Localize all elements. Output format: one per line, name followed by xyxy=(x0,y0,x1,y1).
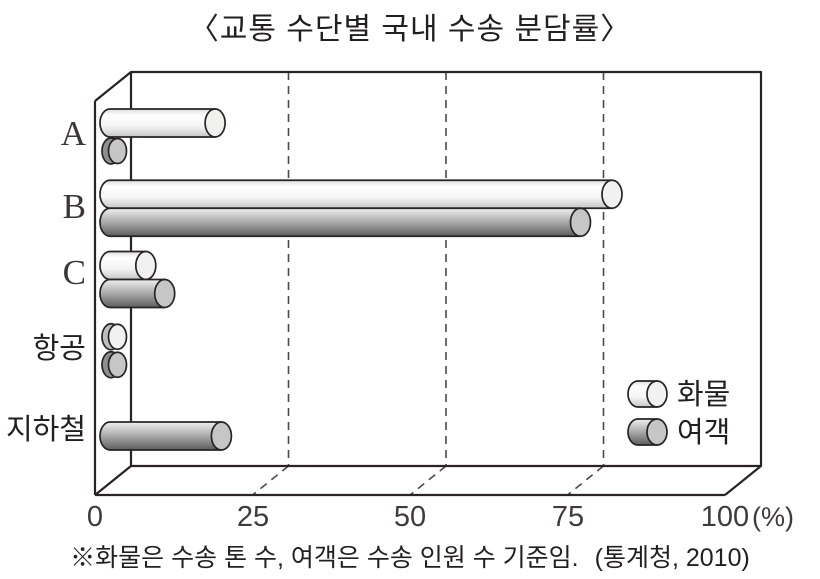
bar-freight-0 xyxy=(99,108,216,138)
bar-freight-0-cap xyxy=(204,108,226,138)
bar-passenger-1 xyxy=(99,207,582,238)
x-tick-0: 0 xyxy=(86,501,104,533)
bar-passenger-4-cap xyxy=(210,421,233,451)
x-tick-75: 75 xyxy=(551,501,585,533)
bar-freight-1 xyxy=(99,179,613,210)
bar-passenger-1-cap xyxy=(569,207,592,238)
x-tick-50: 50 xyxy=(393,501,427,533)
gridline-floor-50 xyxy=(409,465,447,496)
gridline-floor-25 xyxy=(251,465,290,496)
page-title: 〈교통 수단별 국내 수송 분담률〉 xyxy=(188,13,632,46)
category-label-c: C xyxy=(62,253,86,292)
legend-passenger-swatch-cap xyxy=(646,418,668,446)
bar-freight-1-cap xyxy=(601,179,623,210)
x-tick-100: 100 xyxy=(700,501,750,533)
bar-passenger-2-cap xyxy=(153,278,176,309)
bar-passenger-0-cap xyxy=(107,137,128,165)
gridline-floor-75 xyxy=(566,465,605,496)
bar-freight-3-cap xyxy=(107,323,128,351)
x-tick-25: 25 xyxy=(236,501,270,533)
legend-label-passenger: 여객 xyxy=(677,417,731,449)
chart-footnote: ※화물은 수송 톤 수, 여객은 수송 인원 수 기준임. (통계청, 2010) xyxy=(0,538,820,574)
legend-label-freight: 화물 xyxy=(677,379,731,411)
footnote-note: ※화물은 수송 톤 수, 여객은 수송 인원 수 기준임. xyxy=(70,544,579,572)
legend-freight-swatch-cap xyxy=(646,380,668,408)
bar-passenger-2 xyxy=(99,278,166,309)
footnote-source: (통계청, 2010) xyxy=(594,544,750,572)
category-label-subway: 지하철 xyxy=(5,414,86,446)
category-label-a: A xyxy=(60,114,86,153)
bar-passenger-4 xyxy=(99,421,223,451)
category-label-b: B xyxy=(62,187,86,226)
category-label-air: 항공 xyxy=(32,333,86,365)
bar-freight-2-cap xyxy=(134,250,157,281)
bar-passenger-3-cap xyxy=(107,351,128,379)
x-axis-unit-label: (%) xyxy=(752,502,794,532)
